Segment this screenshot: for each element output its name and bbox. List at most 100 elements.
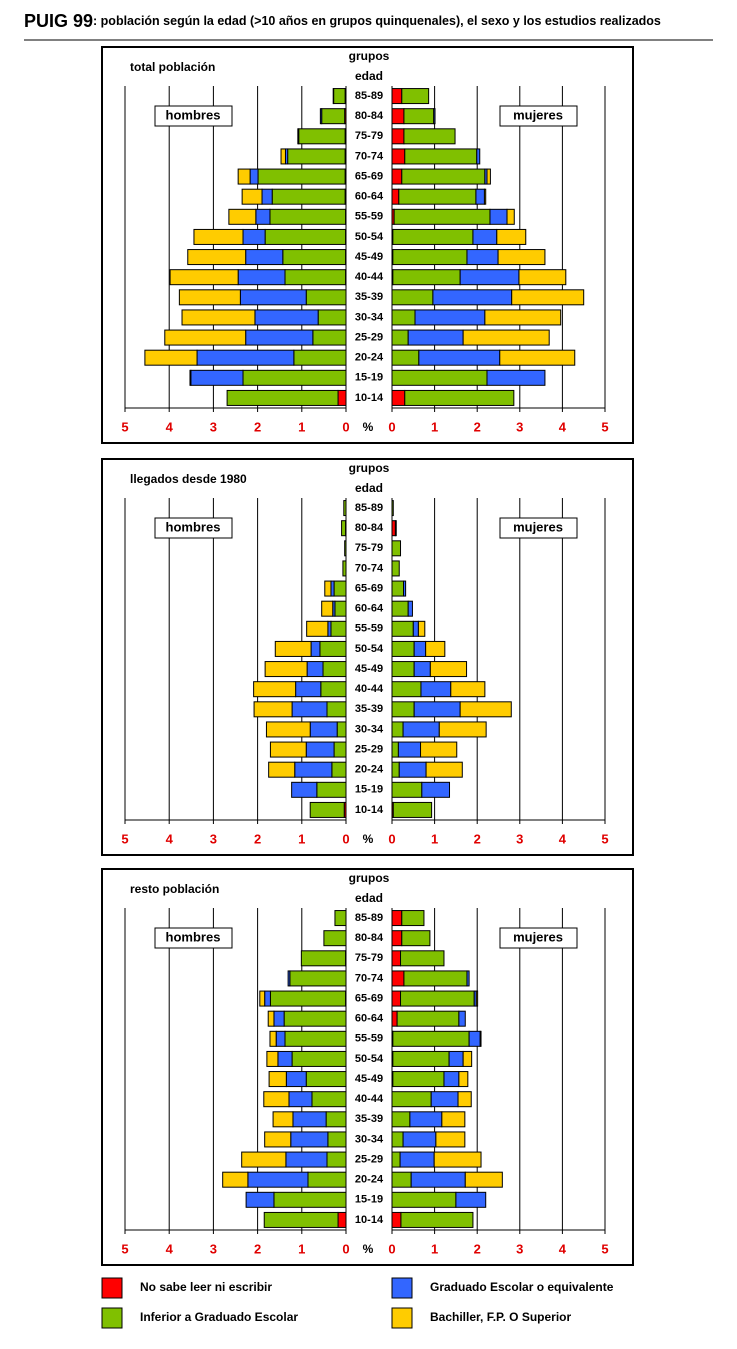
bar-women: [425, 761, 463, 778]
category-label: 50-54: [355, 1053, 384, 1065]
bar-women: [391, 1171, 412, 1188]
bar-men: [265, 721, 311, 738]
bar-women: [407, 600, 413, 617]
bar-men: [327, 1131, 347, 1148]
bar-men: [259, 990, 266, 1007]
bar-men: [271, 188, 346, 205]
bar-men: [325, 1111, 347, 1128]
x-tick-label: 0: [342, 1241, 349, 1256]
category-label: 30-34: [355, 311, 384, 323]
bar-men: [267, 1010, 275, 1027]
category-label: 35-39: [355, 1113, 383, 1125]
bar-women: [479, 1030, 482, 1047]
category-label: 25-29: [355, 331, 383, 343]
bar-women: [421, 781, 451, 798]
bar-men: [269, 1030, 277, 1047]
bar-men: [283, 1010, 347, 1027]
category-label: 65-69: [355, 582, 383, 594]
bar-women: [458, 1010, 466, 1027]
category-label: 10-14: [355, 1214, 384, 1226]
bar-women: [392, 801, 433, 818]
bar-women: [394, 520, 397, 537]
category-label: 60-64: [355, 191, 384, 203]
bar-women: [399, 1151, 435, 1168]
bar-men: [242, 228, 266, 245]
bar-women: [391, 309, 416, 326]
x-tick-label: 1: [298, 419, 305, 434]
bar-women: [443, 1071, 460, 1088]
y-axis-label: edad: [355, 69, 383, 83]
bar-men: [193, 228, 244, 245]
bar-women: [433, 1151, 482, 1168]
x-tick-label: 2: [474, 419, 481, 434]
bar-women: [401, 168, 486, 185]
category-label: 85-89: [355, 90, 383, 102]
bar-men: [341, 520, 347, 537]
x-tick-label: 5: [121, 831, 128, 846]
legend-label: Graduado Escolar o equivalente: [430, 1280, 614, 1294]
bar-men: [334, 600, 347, 617]
bar-women: [391, 1211, 402, 1228]
category-label: 85-89: [355, 502, 383, 514]
bar-women: [392, 249, 468, 266]
bar-women: [391, 910, 403, 927]
bar-men: [285, 1151, 328, 1168]
bar-men: [319, 640, 347, 657]
bar-women: [506, 208, 515, 225]
x-tick-label: 3: [516, 419, 523, 434]
bar-men: [263, 1211, 339, 1228]
x-tick-label: 0: [388, 831, 395, 846]
bar-women: [450, 681, 486, 698]
bar-men: [253, 681, 297, 698]
x-tick-label: 4: [166, 831, 174, 846]
legend-swatch: [391, 1277, 413, 1299]
bar-men: [292, 1111, 327, 1128]
x-tick-label: 2: [254, 419, 261, 434]
bar-women: [483, 188, 487, 205]
bar-men: [326, 701, 347, 718]
bar-women: [407, 329, 464, 346]
bar-women: [391, 640, 415, 657]
bar-men: [187, 249, 247, 266]
legend-swatch: [391, 1307, 413, 1329]
bar-women: [403, 108, 435, 125]
bar-men: [309, 801, 345, 818]
bar-women: [391, 781, 423, 798]
category-label: 40-44: [355, 271, 384, 283]
bar-women: [413, 661, 431, 678]
label-box: [154, 105, 233, 127]
bar-women: [402, 721, 440, 738]
category-label: 60-64: [355, 1013, 384, 1025]
x-tick-label: 0: [388, 1241, 395, 1256]
bar-women: [391, 701, 415, 718]
bar-men: [305, 741, 335, 758]
bar-women: [391, 128, 405, 145]
men-label: hombres: [166, 107, 221, 122]
bar-women: [392, 269, 461, 286]
bar-women: [392, 1071, 445, 1088]
bar-men: [334, 910, 347, 927]
bar-women: [457, 1091, 472, 1108]
x-tick-label: 1: [431, 419, 438, 434]
x-axis-label: %: [363, 420, 374, 434]
category-label: 75-79: [355, 542, 383, 554]
bar-women: [391, 188, 400, 205]
bar-women: [413, 701, 461, 718]
men-label: hombres: [166, 519, 221, 534]
x-tick-label: 2: [254, 831, 261, 846]
category-label: 40-44: [355, 683, 384, 695]
bar-women: [391, 369, 488, 386]
bar-men: [273, 1010, 285, 1027]
category-label: 45-49: [355, 1073, 383, 1085]
bar-men: [294, 761, 333, 778]
x-tick-label: 2: [254, 1241, 261, 1256]
bar-women: [511, 289, 585, 306]
bar-men: [273, 1191, 347, 1208]
category-label: 45-49: [355, 251, 383, 263]
x-tick-label: 3: [210, 831, 217, 846]
bar-men: [274, 640, 312, 657]
figure-title: PUIG 99: población según la edad (>10 añ…: [24, 11, 661, 31]
bar-men: [305, 1071, 347, 1088]
